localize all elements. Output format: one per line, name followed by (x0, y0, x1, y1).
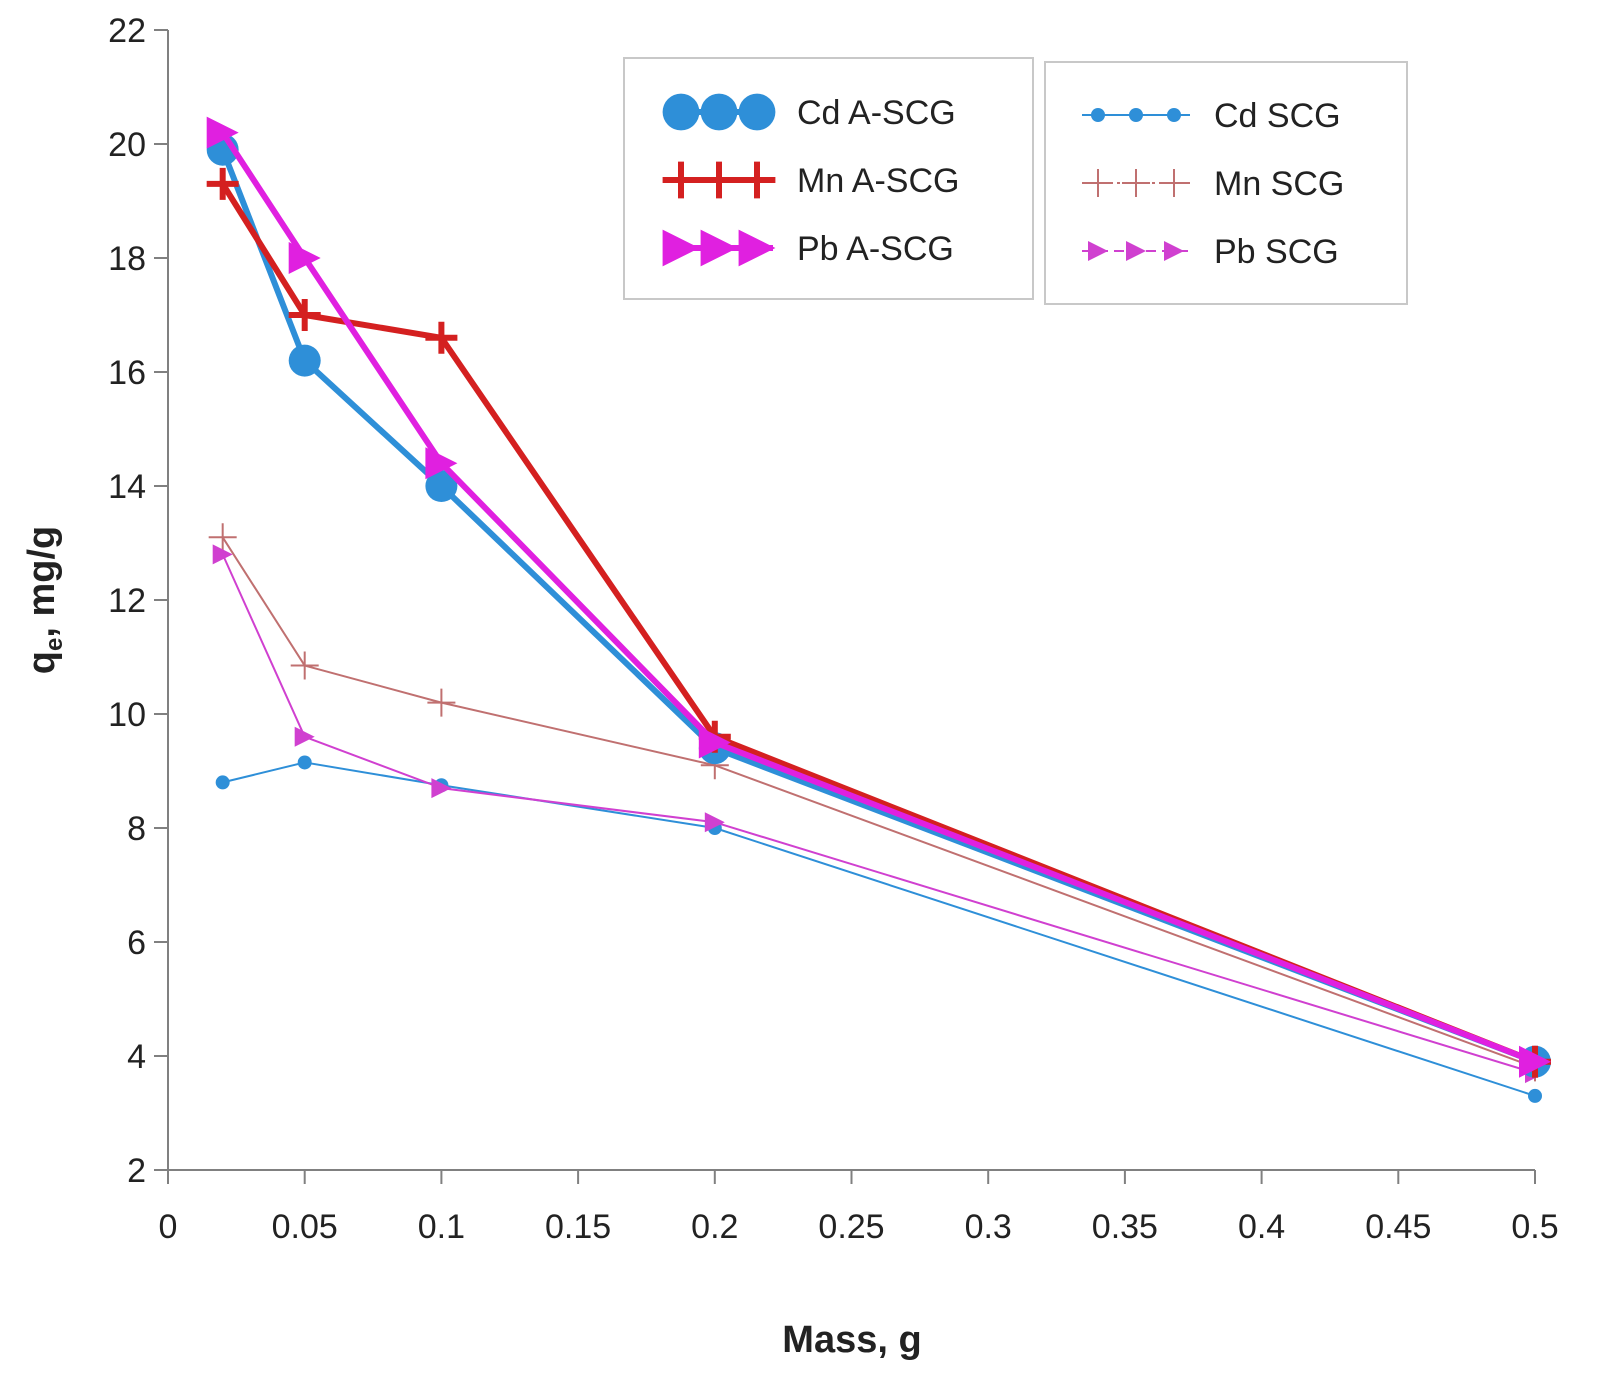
data-point (1122, 169, 1150, 197)
y-ticks: 2 4 6 8 10 12 14 16 18 20 22 (108, 12, 168, 1190)
data-point (208, 523, 237, 552)
y-tick-label: 20 (108, 126, 146, 164)
y-tick-label: 18 (108, 240, 146, 278)
legend-item: Mn SCG (1082, 165, 1344, 203)
data-point (425, 321, 458, 354)
data-point (425, 447, 458, 480)
x-tick-label: 0.3 (965, 1208, 1012, 1246)
x-ticks: 0 0.05 0.1 0.15 0.2 0.25 0.3 0.35 0.4 0.45 0.5 (159, 1170, 1559, 1246)
data-point (427, 688, 456, 717)
data-point (738, 93, 776, 131)
data-point (297, 755, 312, 770)
legend-label: Cd SCG (1214, 97, 1341, 135)
legend-item: Cd SCG (1082, 97, 1341, 135)
x-tick-label: 0.5 (1511, 1208, 1558, 1246)
data-point (290, 651, 319, 680)
data-point (288, 242, 321, 274)
series-layer (206, 116, 1551, 1103)
x-tick-label: 0 (159, 1208, 178, 1246)
data-point (206, 167, 239, 200)
data-point (662, 93, 700, 131)
data-point (1167, 108, 1181, 122)
y-tick-label: 14 (108, 468, 146, 506)
legend-label: Mn SCG (1214, 165, 1344, 203)
legend-items: Cd A-SCG Mn A-SCG Pb A-SCG Cd SCG Mn SCG Pb S… (662, 93, 1344, 271)
data-point (662, 229, 700, 267)
data-point (215, 775, 230, 790)
y-axis-title: qe, mg/g (21, 526, 68, 674)
legend-item: Pb A-SCG (662, 229, 954, 268)
data-point (698, 726, 731, 759)
y-tick-label: 8 (127, 810, 146, 848)
data-point (700, 93, 738, 131)
data-point (1088, 241, 1108, 261)
legend: Cd A-SCG Mn A-SCG Pb A-SCG Cd SCG Mn SCG Pb S… (623, 57, 1408, 305)
y-tick-label: 6 (127, 924, 146, 962)
y-axis-title-sub: e (41, 638, 68, 651)
data-point (700, 161, 738, 199)
data-point (662, 161, 700, 199)
legend-label: Mn A-SCG (797, 162, 959, 200)
x-tick-label: 0.1 (418, 1208, 465, 1246)
data-point (288, 344, 321, 377)
legend-item: Pb SCG (1082, 233, 1339, 271)
data-point (425, 470, 458, 502)
data-point (294, 726, 315, 747)
data-point (704, 812, 725, 833)
y-tick-label: 12 (108, 582, 146, 620)
x-tick-label: 0.2 (691, 1208, 738, 1246)
data-point (738, 161, 776, 199)
data-point (431, 778, 452, 799)
y-tick-label: 10 (108, 696, 146, 734)
y-tick-label: 16 (108, 354, 146, 392)
y-axis-title-main: q (21, 651, 63, 674)
y-tick-label: 22 (108, 12, 146, 50)
x-axis-title: Mass, g (782, 1319, 921, 1361)
y-axis-title-rest: , mg/g (21, 526, 63, 638)
x-tick-label: 0.4 (1238, 1208, 1285, 1246)
legend-item: Mn A-SCG (662, 161, 959, 200)
data-point (738, 229, 776, 267)
data-point (1129, 108, 1143, 122)
data-point (1160, 169, 1188, 197)
y-tick-label: 2 (127, 1152, 146, 1190)
data-point (1084, 169, 1112, 197)
series-line (219, 180, 1538, 1065)
data-point (1164, 241, 1184, 261)
series-pb-a-scg (206, 116, 1551, 1078)
legend-label: Pb SCG (1214, 233, 1339, 271)
data-point (206, 116, 239, 149)
data-point (1126, 241, 1146, 261)
data-point (288, 299, 321, 331)
x-tick-label: 0.05 (272, 1208, 338, 1246)
x-tick-label: 0.45 (1365, 1208, 1431, 1246)
x-tick-label: 0.15 (545, 1208, 611, 1246)
data-point (700, 229, 738, 267)
legend-label: Cd A-SCG (797, 94, 956, 132)
data-point (1519, 1045, 1551, 1078)
x-tick-label: 0.35 (1092, 1208, 1158, 1246)
data-point (1528, 1088, 1542, 1103)
legend-label: Pb A-SCG (797, 230, 954, 268)
x-tick-label: 0.25 (818, 1208, 884, 1246)
data-point (1091, 108, 1105, 122)
series-mn-scg (208, 523, 1549, 1082)
y-tick-label: 4 (127, 1038, 146, 1076)
data-point (212, 544, 233, 565)
legend-item: Cd A-SCG (662, 93, 956, 132)
